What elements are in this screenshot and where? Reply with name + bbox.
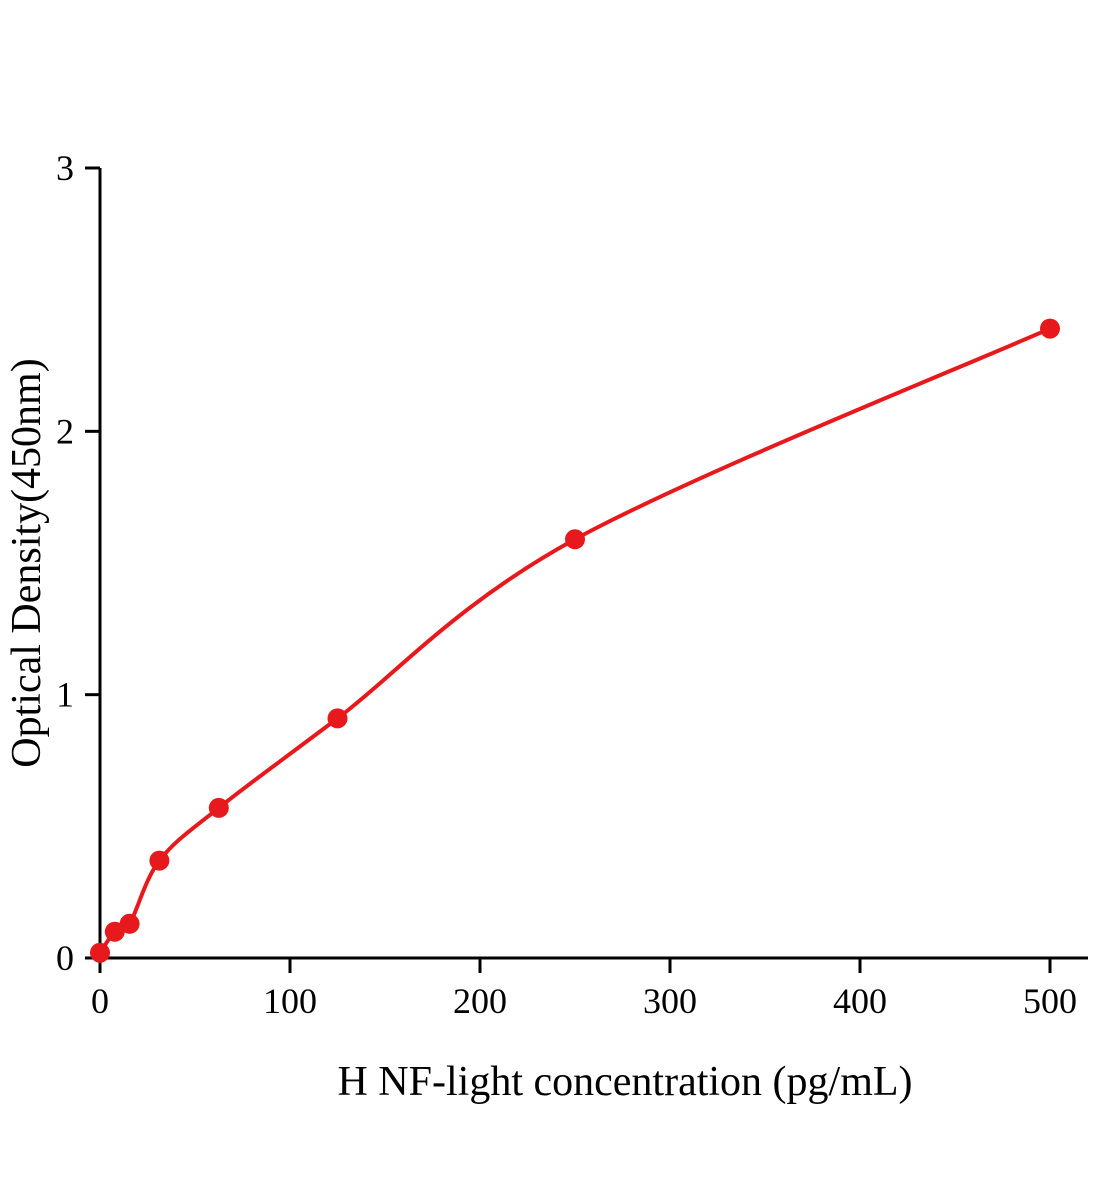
data-point bbox=[1040, 318, 1060, 339]
data-point bbox=[565, 529, 585, 550]
data-point bbox=[119, 913, 140, 934]
data-point bbox=[104, 921, 125, 942]
data-point bbox=[90, 942, 110, 963]
x-axis-label: H NF-light concentration (pg/mL) bbox=[337, 1059, 912, 1105]
x-tick-label: 200 bbox=[453, 981, 507, 1021]
y-tick-label: 3 bbox=[56, 148, 74, 188]
x-tick-label: 400 bbox=[833, 981, 887, 1021]
y-axis-label: Optical Density(450nm) bbox=[4, 358, 50, 767]
x-tick-label: 100 bbox=[263, 981, 317, 1021]
y-tick-label: 2 bbox=[56, 411, 74, 451]
data-point bbox=[208, 797, 229, 818]
x-tick-label: 300 bbox=[643, 981, 697, 1021]
plot-layer: 0 100 200 300 400 500 0 1 2 3 bbox=[56, 148, 1088, 1021]
x-tick-label: 500 bbox=[1023, 981, 1077, 1021]
data-point bbox=[327, 708, 348, 729]
data-point bbox=[149, 850, 170, 871]
x-tick-label: 0 bbox=[91, 981, 109, 1021]
fit-curve bbox=[98, 326, 1052, 955]
y-tick-label: 1 bbox=[56, 675, 74, 715]
y-tick-label: 0 bbox=[56, 938, 74, 978]
